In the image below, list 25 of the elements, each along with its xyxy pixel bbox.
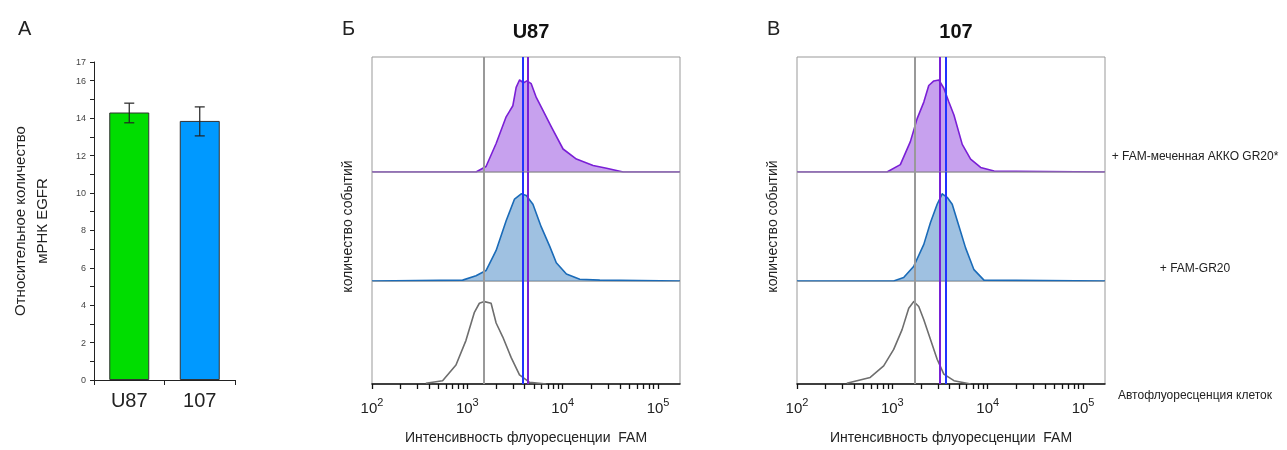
y-tick-label: 17 [75, 57, 86, 67]
y-tick-label: 6 [80, 262, 86, 273]
y-tick-label: 16 [75, 75, 86, 86]
x-tick-label: U87 [110, 389, 148, 411]
y-axis-title: Относительное количество мРНК EGFR [10, 126, 50, 316]
y-tick-label: 12 [75, 150, 86, 161]
y-axis-title: количество событий [764, 160, 780, 293]
text: Автофлуоресценция клеток [1117, 388, 1273, 402]
y-tick-label: 10 [75, 187, 86, 198]
y-tick-label: 14 [75, 113, 86, 124]
x-axis-title: Интенсивность флуоресценции FAM [404, 429, 648, 445]
series-label: + FAM-меченная АККО GR20* [1111, 149, 1279, 163]
chart-title: U87 [512, 20, 550, 42]
x-axis-title: Интенсивность флуоресценции FAM [829, 429, 1073, 445]
y-tick-label: 8 [80, 225, 86, 236]
chart-title: 107 [939, 20, 973, 42]
y-axis-title: количество событий [339, 160, 355, 293]
x-tick-label: 107 [183, 389, 217, 411]
text: А [18, 17, 32, 39]
y-tick-label: 4 [80, 300, 86, 311]
text: В [767, 17, 781, 39]
text: Б [342, 17, 356, 39]
y-tick-label: 2 [80, 337, 86, 348]
y-tick-label: 0 [80, 375, 86, 385]
text: + FAM-GR20 [1159, 261, 1231, 275]
